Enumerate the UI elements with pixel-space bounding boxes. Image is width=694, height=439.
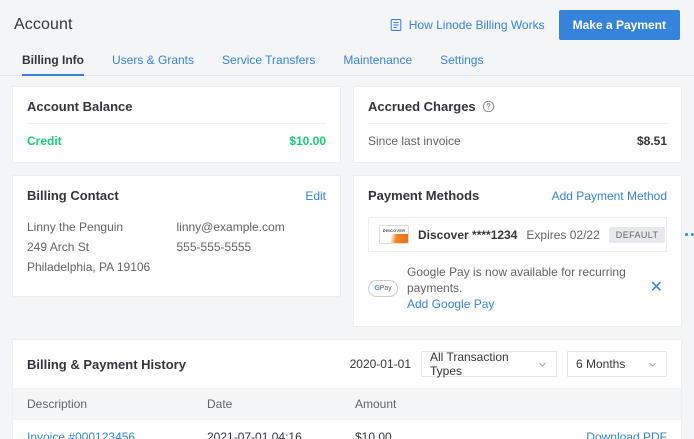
kebab-dot: [685, 233, 689, 236]
document-icon: [389, 18, 403, 32]
transaction-type-select[interactable]: All Transaction Types: [421, 350, 557, 378]
kebab-icon[interactable]: [683, 229, 694, 240]
column-date: Date: [193, 388, 341, 420]
billing-contact-phone: 555-555-5555: [176, 240, 252, 254]
billing-history-header: Billing & Payment History 2020-01-01 All…: [13, 340, 681, 388]
tab-service-transfers[interactable]: Service Transfers: [222, 53, 316, 67]
billing-contact-card: Billing Contact Edit Linny the Penguin 2…: [12, 175, 341, 297]
period-value: 6 Months: [576, 357, 626, 371]
billing-contact-details: Linny the Penguin 249 Arch St Philadelph…: [27, 217, 326, 277]
chevron-down-icon: [647, 359, 658, 370]
help-circle-icon[interactable]: [482, 100, 495, 113]
google-pay-logo-g: G: [374, 284, 380, 292]
tab-maintenance[interactable]: Maintenance: [343, 53, 413, 67]
page-header: Account How Linode Billing Works Make a …: [0, 0, 694, 46]
billing-contact-name: Linny the Penguin: [27, 220, 124, 234]
page-title: Account: [14, 16, 73, 33]
account-balance-row: Credit $10.00: [27, 134, 326, 148]
tab-billing-info[interactable]: Billing Info: [14, 53, 98, 76]
column-actions: [461, 388, 681, 420]
billing-history-table: Description Date Amount Invoice #0001234…: [13, 388, 681, 439]
table-header: Description Date Amount: [13, 388, 681, 420]
accrued-charges-title: Accrued Charges: [368, 99, 476, 114]
details-row: Billing Contact Edit Linny the Penguin 2…: [12, 175, 694, 327]
discover-brand-text: DISCOVER: [382, 228, 406, 233]
accrued-charges-row: Since last invoice $8.51: [368, 134, 667, 148]
summary-row: Account Balance Credit $10.00 Accrued Ch…: [12, 86, 682, 163]
discover-card-icon: DISCOVER: [379, 225, 409, 244]
accrued-charges-header: Accrued Charges: [368, 99, 667, 124]
billing-contact-address1: 249 Arch St: [27, 240, 90, 254]
transaction-type-value: All Transaction Types: [430, 350, 509, 378]
accrued-charges-title-wrap: Accrued Charges: [368, 99, 495, 114]
account-balance-amount: $10.00: [289, 134, 326, 148]
make-a-payment-button[interactable]: Make a Payment: [558, 10, 680, 40]
how-billing-works-link[interactable]: How Linode Billing Works: [389, 18, 545, 32]
kebab-dot: [690, 233, 694, 236]
account-balance-header: Account Balance: [27, 99, 326, 124]
billing-contact-address2: Philadelphia, PA 19106: [27, 260, 151, 274]
tab-settings[interactable]: Settings: [440, 53, 484, 67]
add-google-pay-link[interactable]: Add Google Pay: [407, 297, 495, 311]
google-pay-icon: G Pay: [368, 279, 398, 297]
payment-method-row[interactable]: DISCOVER Discover ****1234 Expires 02/22…: [368, 217, 694, 252]
account-balance-status: Credit: [27, 134, 62, 148]
payment-method-name: Discover ****1234: [418, 227, 518, 242]
how-billing-works-label: How Linode Billing Works: [408, 18, 545, 32]
payment-method-expiry: Expires 02/22: [526, 227, 600, 242]
billing-history-filters: 2020-01-01 All Transaction Types 6 Month…: [349, 350, 667, 378]
google-pay-notice: G Pay Google Pay is now available for rec…: [368, 264, 667, 312]
tab-users-grants[interactable]: Users & Grants: [112, 53, 195, 67]
account-balance-title: Account Balance: [27, 99, 133, 114]
billing-contact-email: linny@example.com: [176, 220, 285, 234]
accrued-charges-card: Accrued Charges Since last invoice $8.51: [353, 86, 682, 163]
period-select[interactable]: 6 Months: [567, 351, 667, 377]
billing-history-title: Billing & Payment History: [27, 356, 186, 372]
payment-methods-header: Payment Methods Add Payment Method: [368, 188, 667, 209]
download-pdf-link[interactable]: Download PDF: [586, 430, 667, 439]
billing-contact-header: Billing Contact Edit: [27, 188, 326, 209]
header-actions: How Linode Billing Works Make a Payment: [389, 10, 680, 40]
main-content: Account Balance Credit $10.00 Accrued Ch…: [0, 76, 694, 439]
billing-contact-title: Billing Contact: [27, 188, 119, 203]
edit-billing-contact-link[interactable]: Edit: [305, 188, 326, 203]
google-pay-text: Google Pay is now available for recurrin…: [407, 264, 637, 312]
column-description: Description: [13, 388, 193, 420]
table-body: Invoice #000123456 2021-07-01 04:16 $10.…: [13, 419, 681, 439]
cell-amount: $10.00: [341, 419, 461, 439]
add-payment-method-link[interactable]: Add Payment Method: [551, 188, 667, 203]
close-icon[interactable]: ✕: [649, 279, 663, 296]
google-pay-logo-pay: Pay: [379, 284, 392, 292]
default-badge: DEFAULT: [608, 226, 666, 243]
table-header-row: Description Date Amount: [13, 388, 681, 420]
account-balance-card: Account Balance Credit $10.00: [12, 86, 341, 163]
column-amount: Amount: [341, 388, 461, 420]
tab-bar: Billing Info Users & Grants Service Tran…: [0, 46, 694, 76]
table-row: Invoice #000123456 2021-07-01 04:16 $10.…: [13, 419, 681, 439]
payment-methods-title: Payment Methods: [368, 188, 480, 203]
billing-history-card: Billing & Payment History 2020-01-01 All…: [12, 339, 682, 439]
payment-methods-card: Payment Methods Add Payment Method DISCO…: [353, 175, 694, 327]
accrued-charges-amount: $8.51: [636, 134, 667, 148]
billing-contact-comms-col: linny@example.com 555-555-5555: [177, 217, 327, 277]
google-pay-message: Google Pay is now available for recurrin…: [407, 265, 626, 295]
cell-actions: Download PDF: [461, 419, 681, 439]
history-date-value[interactable]: 2020-01-01: [349, 357, 411, 371]
cell-description: Invoice #000123456: [13, 419, 193, 439]
chevron-down-icon: [537, 359, 548, 370]
cell-date: 2021-07-01 04:16: [193, 419, 341, 439]
invoice-link[interactable]: Invoice #000123456: [27, 430, 136, 439]
accrued-charges-label: Since last invoice: [368, 134, 461, 148]
discover-swoosh: [380, 234, 408, 243]
billing-contact-address-col: Linny the Penguin 249 Arch St Philadelph…: [27, 217, 177, 277]
